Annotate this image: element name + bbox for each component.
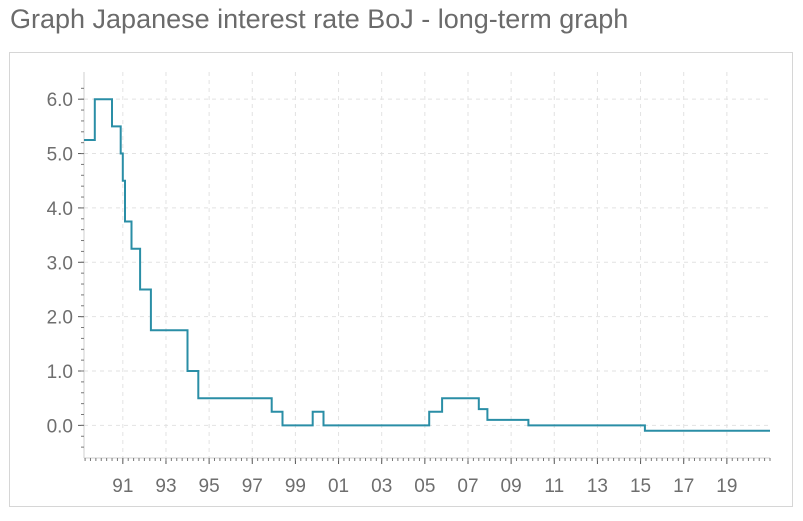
series-line: [84, 98, 770, 432]
y-tick-label: 1.0: [47, 362, 73, 383]
x-tick-label: 17: [673, 476, 694, 497]
y-tick-label: 2.0: [47, 308, 73, 329]
y-tick-label: 3.0: [47, 253, 73, 274]
x-tick-label: 11: [544, 476, 564, 497]
x-tick-label: 03: [371, 476, 392, 497]
x-tick-label: 93: [155, 476, 176, 497]
x-tick-label: 95: [199, 476, 220, 497]
tick-marks: [78, 87, 771, 464]
tick-labels: 0.0 1.0 2.0 3.0 4.0 5.0 6.0 91 93 95 97 99 01 03 05 07 0…: [47, 90, 738, 497]
y-tick-label: 0.0: [47, 416, 73, 437]
y-tick-label: 4.0: [47, 199, 73, 220]
x-tick-label: 99: [285, 476, 306, 497]
y-tick-label: 5.0: [47, 145, 73, 166]
grid-lines: [84, 72, 770, 458]
x-tick-label: 15: [630, 476, 651, 497]
axes: [83, 72, 770, 459]
x-tick-label: 01: [328, 476, 349, 497]
x-tick-label: 07: [457, 476, 478, 497]
x-tick-label: 09: [501, 476, 522, 497]
x-tick-label: 13: [587, 476, 608, 497]
series-group: [84, 98, 770, 432]
chart-title: Graph Japanese interest rate BoJ - long-…: [10, 4, 629, 34]
x-tick-label: 05: [414, 476, 435, 497]
x-tick-label: 91: [112, 476, 133, 497]
x-tick-label: 19: [716, 476, 737, 497]
y-tick-label: 6.0: [47, 90, 73, 111]
x-tick-label: 97: [242, 476, 263, 497]
